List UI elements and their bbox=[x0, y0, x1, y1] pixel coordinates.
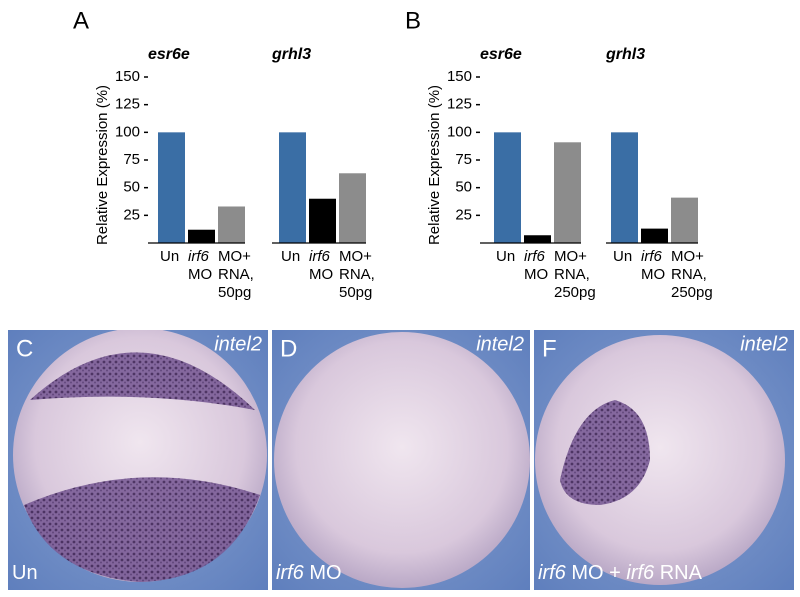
x-tick-label: irf6 MO bbox=[309, 248, 334, 283]
y-tick-label: 150 bbox=[447, 68, 472, 85]
image-panel-label: C bbox=[16, 335, 33, 362]
photo-f bbox=[534, 330, 794, 590]
chart-title: esr6e bbox=[148, 46, 190, 63]
bar bbox=[309, 198, 336, 243]
photo-d bbox=[272, 330, 530, 590]
x-tick-label: irf6 MO bbox=[524, 248, 549, 283]
x-tick-label: MO+ RNA, 250pg bbox=[554, 248, 596, 301]
y-tick-label: 125 bbox=[115, 96, 140, 113]
x-tick-label: Un bbox=[281, 248, 300, 265]
x-tick-label: MO+ RNA, 50pg bbox=[218, 248, 258, 301]
image-probe-label: intel2 bbox=[476, 333, 524, 355]
image-panel-label: D bbox=[280, 335, 297, 362]
y-axis-label: Relative Expression (%) bbox=[426, 85, 443, 245]
bar bbox=[218, 206, 245, 243]
bar bbox=[158, 132, 185, 243]
bar bbox=[554, 142, 581, 243]
chart-title: grhl3 bbox=[271, 46, 311, 63]
y-tick-label: 125 bbox=[447, 96, 472, 113]
panel-label: B bbox=[405, 7, 421, 34]
image-caption: irf6 MO + irf6 RNA bbox=[538, 562, 703, 584]
image-caption: Un bbox=[12, 562, 38, 584]
x-tick-label: irf6 MO bbox=[641, 248, 666, 283]
x-tick-label: Un bbox=[496, 248, 515, 265]
x-tick-label: MO+ RNA, 250pg bbox=[671, 248, 713, 301]
bar bbox=[671, 197, 698, 243]
x-tick-label: irf6 MO bbox=[188, 248, 213, 283]
x-tick-label: Un bbox=[160, 248, 179, 265]
chart-title: grhl3 bbox=[605, 46, 645, 63]
y-tick-label: 75 bbox=[455, 151, 472, 168]
y-tick-label: 150 bbox=[115, 68, 140, 85]
bar bbox=[611, 132, 638, 243]
y-axis-label: Relative Expression (%) bbox=[94, 85, 111, 245]
y-tick-label: 25 bbox=[455, 206, 472, 223]
y-tick-label: 50 bbox=[455, 179, 472, 196]
y-tick-label: 100 bbox=[115, 123, 140, 140]
photo-c bbox=[8, 330, 268, 590]
x-tick-label: MO+ RNA, 50pg bbox=[339, 248, 379, 301]
bar bbox=[279, 132, 306, 243]
panel-label: A bbox=[73, 7, 89, 34]
image-caption: irf6 MO bbox=[276, 562, 342, 584]
y-tick-label: 50 bbox=[123, 179, 140, 196]
image-panel-label: F bbox=[542, 335, 557, 362]
y-tick-label: 25 bbox=[123, 206, 140, 223]
image-probe-label: intel2 bbox=[740, 333, 788, 355]
bar bbox=[339, 173, 366, 243]
bar bbox=[524, 235, 551, 243]
y-tick-label: 100 bbox=[447, 123, 472, 140]
bar bbox=[494, 132, 521, 243]
image-probe-label: intel2 bbox=[214, 333, 262, 355]
x-tick-label: Un bbox=[613, 248, 632, 265]
bar bbox=[641, 228, 668, 243]
chart-title: esr6e bbox=[480, 46, 522, 63]
y-tick-label: 75 bbox=[123, 151, 140, 168]
bar bbox=[188, 229, 215, 243]
